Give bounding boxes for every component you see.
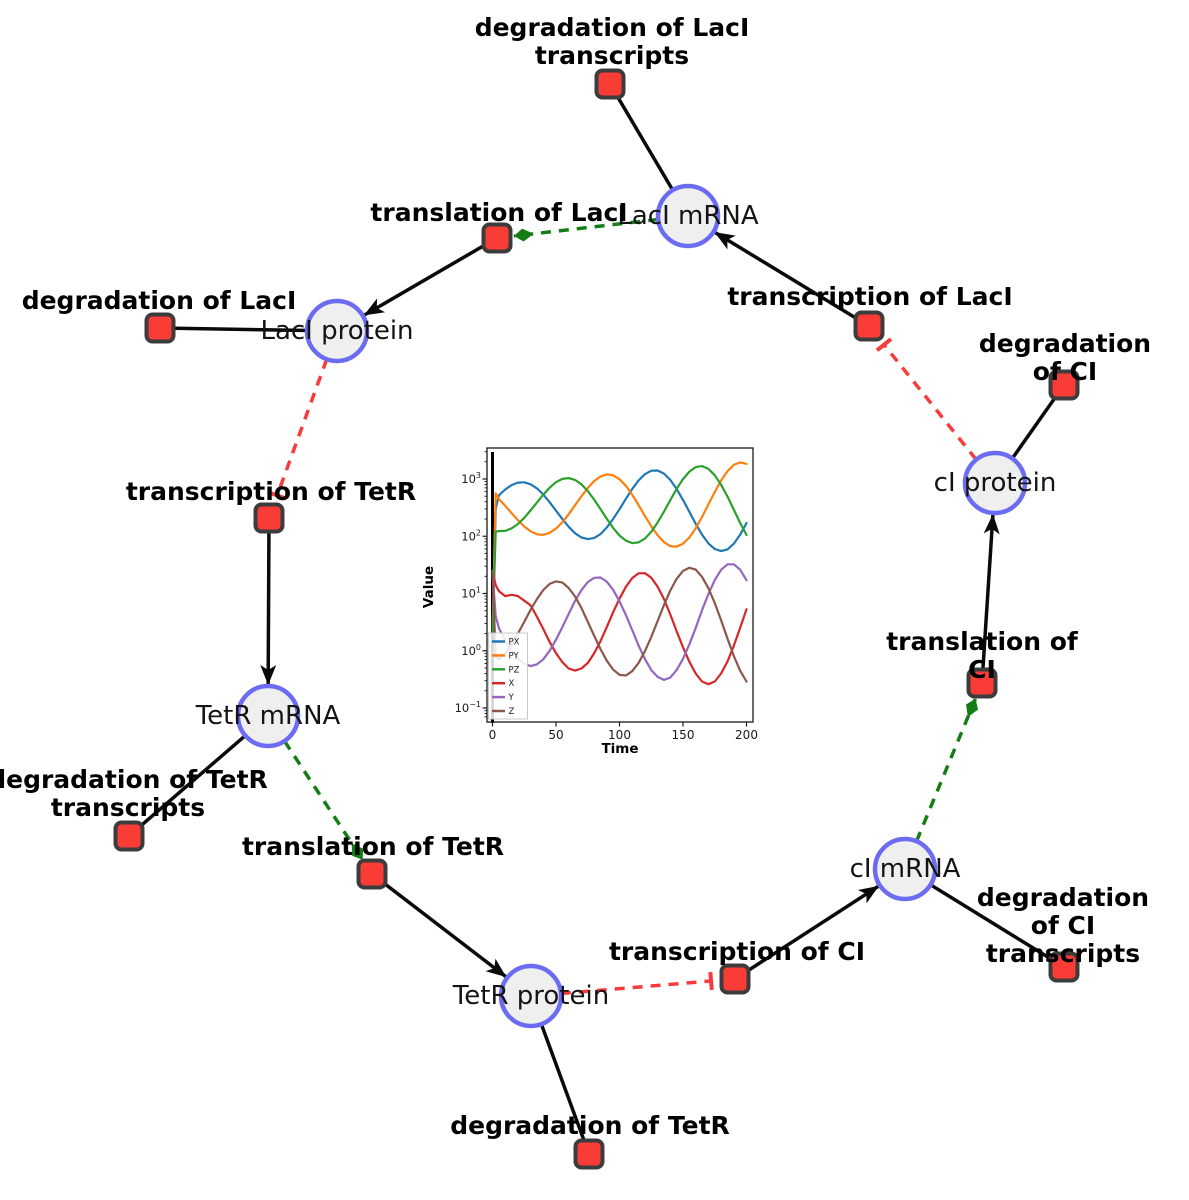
legend-label-PY: PY: [509, 651, 520, 661]
nodes-layer: [113, 68, 1080, 1170]
edge-consumption-laci_mrna-deg_laci_tx: [616, 96, 676, 193]
edge-inhibition-ci_protein-tx_laci: [875, 337, 978, 461]
chart-ylabel: Value: [421, 566, 437, 608]
legend-label-Z: Z: [509, 707, 515, 717]
edge-activation-laci_mrna-tl_laci: [513, 217, 659, 242]
species-node-laci_protein[interactable]: [304, 298, 370, 364]
species-node-ci_protein[interactable]: [962, 450, 1028, 516]
chart-series-Y: [491, 563, 748, 682]
y-tick-label: 101: [461, 586, 481, 601]
y-tick-label: 100: [461, 643, 481, 658]
edge-consumption-ci_mrna-deg_ci_tx: [927, 882, 1053, 961]
y-tick-label: 10−1: [455, 700, 481, 715]
edge-production-tx_tetr-tetr_mrna: [260, 532, 277, 686]
species-node-laci_mrna[interactable]: [655, 183, 721, 249]
reaction-node-deg_laci_tx[interactable]: [594, 68, 626, 100]
chart-series-group: [491, 461, 748, 686]
chart-legend: PX PY PZ XYZ: [488, 632, 528, 720]
chart-series-Z: [491, 566, 748, 683]
species-node-ci_mrna[interactable]: [872, 836, 938, 902]
edge-consumption-tetr_protein-deg_tetr: [539, 1021, 586, 1141]
legend-label-PX: PX: [509, 638, 520, 648]
y-tick-label: 102: [461, 528, 481, 543]
reaction-node-deg_laci[interactable]: [144, 312, 176, 344]
edge-production-tl_ci-ci_protein: [981, 513, 1000, 669]
species-node-tetr_mrna[interactable]: [235, 683, 301, 749]
reaction-node-deg_tetr_tx[interactable]: [113, 820, 145, 852]
reaction-node-deg_tetr[interactable]: [573, 1138, 605, 1170]
edges-layer: [139, 96, 1057, 1141]
edge-consumption-tetr_mrna-deg_tetr_tx: [139, 732, 248, 828]
x-tick-label: 0: [489, 728, 497, 742]
legend-label-X: X: [509, 679, 515, 689]
reaction-node-tl_ci[interactable]: [966, 667, 998, 699]
x-tick-label: 200: [735, 728, 758, 742]
x-tick-label: 100: [608, 728, 631, 742]
edge-production-tl_laci-laci_protein: [363, 244, 485, 317]
edge-activation-ci_mrna-tl_ci: [914, 698, 979, 842]
chart-xlabel: Time: [601, 741, 638, 757]
edge-consumption-laci_protein-deg_laci: [174, 326, 310, 333]
edge-inhibition-tetr_protein-tx_ci: [560, 971, 714, 996]
x-tick-label: 150: [672, 728, 695, 742]
reaction-node-tx_ci[interactable]: [719, 963, 751, 995]
chart-series-PZ: [491, 465, 748, 635]
legend-label-Y: Y: [508, 693, 515, 703]
edge-production-tx_ci-ci_mrna: [746, 884, 880, 973]
edge-consumption-ci_protein-deg_ci: [1009, 396, 1057, 462]
chart-series-X: [491, 569, 748, 686]
edge-inhibition-laci_protein-tx_tetr: [268, 358, 329, 501]
edge-activation-tetr_mrna-tl_tetr: [283, 740, 365, 861]
chart-series-PX: [491, 469, 748, 635]
y-tick-label: 103: [461, 471, 481, 486]
reaction-node-tx_tetr[interactable]: [253, 502, 285, 534]
chart-legend-box: [488, 632, 528, 720]
inset-chart: 0 50 100 150 200Time10−1100101102103ValuePXP…: [421, 447, 758, 757]
reaction-node-deg_ci[interactable]: [1048, 369, 1080, 401]
reaction-node-tl_laci[interactable]: [481, 222, 513, 254]
chart-series-PY: [491, 461, 748, 635]
x-tick-label: 50: [548, 728, 563, 742]
reaction-node-deg_ci_tx[interactable]: [1048, 951, 1080, 983]
reaction-node-tl_tetr[interactable]: [356, 858, 388, 890]
edge-production-tx_laci-laci_mrna: [714, 231, 858, 320]
edge-production-tl_tetr-tetr_protein: [382, 881, 507, 978]
legend-label-PZ: PZ: [509, 665, 520, 675]
species-node-tetr_protein[interactable]: [498, 963, 564, 1029]
reaction-node-tx_laci[interactable]: [853, 310, 885, 342]
